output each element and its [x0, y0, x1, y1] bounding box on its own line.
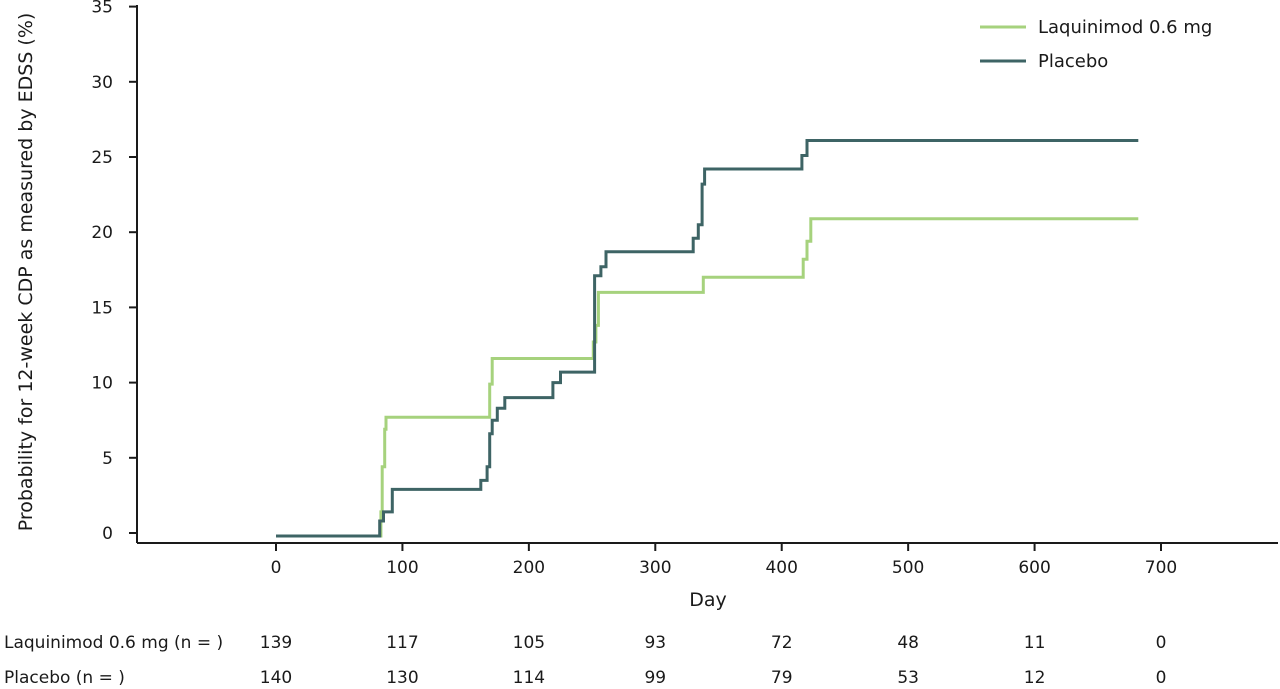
x-tick-label: 300 — [639, 558, 671, 578]
risk-count: 114 — [513, 668, 545, 688]
x-tick-label: 400 — [765, 558, 797, 578]
y-tick-label: 15 — [91, 298, 113, 318]
risk-count: 79 — [771, 668, 793, 688]
axes: 0 5 10 15 20 25 30 35 0 100 200 300 400 500 600 700 Day P… — [15, 0, 1278, 611]
x-tick-label: 600 — [1018, 558, 1050, 578]
y-tick-label: 0 — [102, 524, 113, 544]
legend-label: Laquinimod 0.6 mg — [1038, 17, 1212, 38]
risk-row-label: Laquinimod 0.6 mg (n = ) — [4, 633, 223, 653]
risk-count: 93 — [644, 633, 666, 653]
risk-count: 48 — [897, 633, 919, 653]
y-tick-label: 35 — [91, 0, 113, 18]
y-tick-label: 10 — [91, 374, 113, 394]
risk-row-label: Placebo (n = ) — [4, 668, 125, 688]
risk-count: 12 — [1024, 668, 1046, 688]
x-axis-title: Day — [689, 589, 727, 611]
risk-count: 117 — [386, 633, 418, 653]
series-lines — [276, 139, 1139, 538]
risk-count: 72 — [771, 633, 793, 653]
series-line-placebo — [276, 139, 1139, 538]
x-tick-label: 700 — [1145, 558, 1177, 578]
y-tick-label: 30 — [91, 73, 113, 93]
x-tick-label: 200 — [513, 558, 545, 578]
y-axis-title: Probability for 12-week CDP as measured … — [15, 13, 37, 532]
risk-count: 0 — [1156, 633, 1167, 653]
legend-label: Placebo — [1038, 51, 1108, 72]
y-tick-label: 20 — [91, 223, 113, 243]
risk-count: 11 — [1024, 633, 1046, 653]
number-at-risk-table: Laquinimod 0.6 mg (n = ) 139 117 105 93 72 48 1… — [4, 633, 1166, 688]
x-tick-label: 0 — [271, 558, 282, 578]
x-tick-label: 500 — [892, 558, 924, 578]
x-tick-label: 100 — [386, 558, 418, 578]
risk-count: 139 — [260, 633, 292, 653]
risk-count: 140 — [260, 668, 292, 688]
risk-count: 130 — [386, 668, 418, 688]
y-tick-label: 25 — [91, 148, 113, 168]
y-tick-label: 5 — [102, 449, 113, 469]
risk-count: 105 — [513, 633, 545, 653]
risk-count: 0 — [1156, 668, 1167, 688]
risk-count: 53 — [897, 668, 919, 688]
risk-count: 99 — [644, 668, 666, 688]
legend: Laquinimod 0.6 mg Placebo — [980, 17, 1212, 72]
